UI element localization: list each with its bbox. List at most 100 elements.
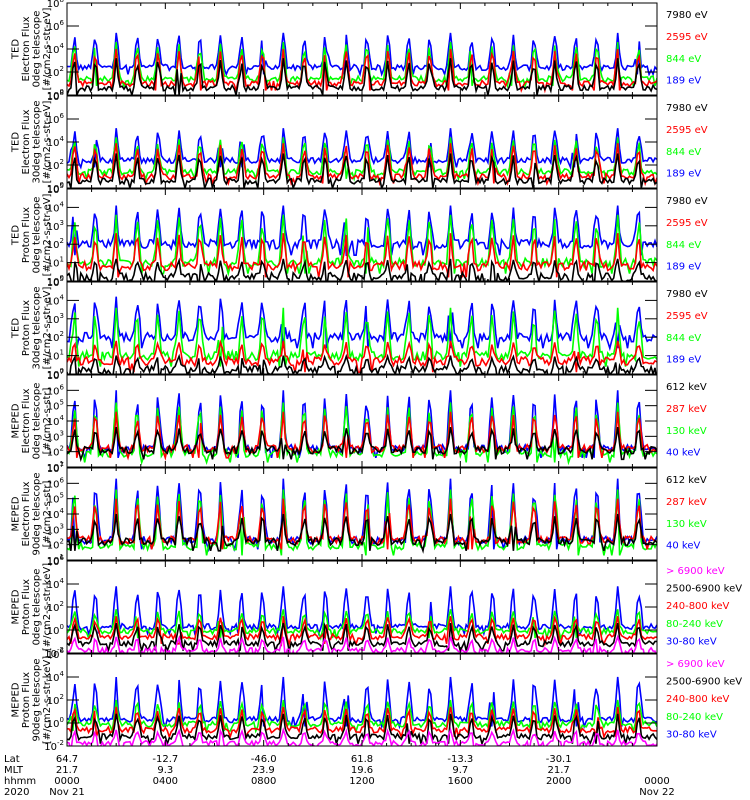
legend-entry: 240-800 keV <box>666 601 730 612</box>
legend-entry: 189 eV <box>666 262 701 273</box>
legend-entry: 240-800 keV <box>666 694 730 705</box>
legend-entry: 7980 eV <box>666 289 708 300</box>
legend-entry: 7980 eV <box>666 103 708 114</box>
y-axis-label: TEDProton Flux0deg telescope[#/cm2-s-str… <box>10 194 53 277</box>
legend-entry: 612 keV <box>666 475 707 486</box>
y-tick-label: 103 <box>47 429 64 443</box>
x-tick-value: -13.3 <box>447 754 473 765</box>
legend-entry: 612 keV <box>666 382 707 393</box>
y-tick-label: 103 <box>47 312 64 326</box>
legend-entry: 844 eV <box>666 54 701 65</box>
y-tick-label: 102 <box>47 158 64 172</box>
series-line-844-ev <box>67 307 657 367</box>
x-row-label: Lat <box>4 754 20 765</box>
legend-entry: > 6900 keV <box>666 566 725 577</box>
series-line-2595-ev <box>67 143 657 187</box>
y-tick-label: 105 <box>47 492 64 506</box>
y-tick-label: 104 <box>47 293 65 307</box>
legend-entry: 40 keV <box>666 541 700 552</box>
series-line-612-kev <box>67 426 657 463</box>
legend-entry: 40 keV <box>666 448 700 459</box>
y-tick-label: 101 <box>47 349 64 363</box>
x-tick-value: 23.9 <box>253 765 275 776</box>
y-tick-label: 104 <box>47 507 65 521</box>
legend-entry: 287 keV <box>666 497 707 508</box>
y-tick-label: 107 <box>47 461 64 475</box>
x-tick-value: 21.7 <box>548 765 570 776</box>
y-tick-label: 100 <box>47 181 64 195</box>
y-tick-label: 108 <box>47 0 64 10</box>
y-tick-label: 102 <box>47 330 64 344</box>
x-tick-value: 9.3 <box>157 765 173 776</box>
y-tick-label: 101 <box>47 460 64 474</box>
legend-entry: 189 eV <box>666 355 701 366</box>
y-tick-label: 104 <box>47 670 65 684</box>
y-tick-label: 10-2 <box>44 739 64 753</box>
y-axis-label: TEDElectron Flux0deg telescope[#/cm2-s-s… <box>10 8 53 91</box>
legend-entry: 80-240 keV <box>666 712 723 723</box>
y-axis-label: TEDProton Flux30deg telescope[#/cm2-s-st… <box>10 286 53 369</box>
series-line-189-ev <box>67 205 657 256</box>
legend-entry: 30-80 keV <box>666 730 717 741</box>
y-tick-label: 102 <box>47 600 64 614</box>
legend-entry: 2595 eV <box>666 125 708 136</box>
series-line-80-240-kev <box>67 699 657 735</box>
x-tick-value: -30.1 <box>546 754 572 765</box>
y-tick-label: 106 <box>47 383 65 397</box>
legend-entry: 130 keV <box>666 426 707 437</box>
legend-entry: 7980 eV <box>666 196 708 207</box>
y-tick-label: 105 <box>47 275 64 289</box>
series-line-189-ev <box>67 128 657 171</box>
x-tick-value: -46.0 <box>251 754 277 765</box>
y-axis-label: MEPEDElectron Flux0deg telescope[#/cm2-s… <box>10 383 53 460</box>
y-tick-label: 102 <box>47 445 64 459</box>
y-tick-label: 102 <box>47 538 64 552</box>
y-tick-label: 105 <box>47 399 64 413</box>
y-tick-label: 10-2 <box>44 646 64 660</box>
series-line-189-ev <box>67 32 657 78</box>
series-line-80-240-kev <box>67 609 657 642</box>
y-tick-label: 103 <box>47 522 64 536</box>
legend-entry: 2595 eV <box>666 218 708 229</box>
y-tick-label: 106 <box>47 476 65 490</box>
series-line-189-ev <box>67 296 657 352</box>
x-tick-value: Nov 21 <box>49 787 84 798</box>
y-tick-label: 100 <box>47 623 64 637</box>
legend-entry: 844 eV <box>666 333 701 344</box>
y-axis-label: MEPEDProton Flux0deg telescope[#/cm2-s-s… <box>10 563 53 651</box>
x-tick-value: 61.8 <box>351 754 373 765</box>
legend-entry: 287 keV <box>666 404 707 415</box>
y-tick-label: 104 <box>47 135 65 149</box>
y-tick-label: 100 <box>47 367 64 381</box>
series-line-2500-6900-kev <box>67 621 657 653</box>
y-tick-label: 103 <box>47 219 64 233</box>
x-tick-value: 21.7 <box>56 765 78 776</box>
x-tick-value: 19.6 <box>351 765 373 776</box>
y-tick-label: 108 <box>47 89 64 103</box>
series-line-2595-ev <box>67 48 657 94</box>
y-tick-label: 106 <box>47 647 65 661</box>
y-tick-label: 100 <box>47 88 64 102</box>
y-tick-label: 101 <box>47 553 64 567</box>
series-line-2595-ev <box>67 233 657 278</box>
x-tick-value: Nov 22 <box>639 787 674 798</box>
y-tick-label: 101 <box>47 256 64 270</box>
series-line-2595-ev <box>67 339 657 373</box>
y-tick-label: 106 <box>47 19 65 33</box>
legend-entry: 30-80 keV <box>666 637 717 648</box>
legend-entry: 844 eV <box>666 147 701 158</box>
legend-entry: 189 eV <box>666 76 701 87</box>
series-line-612-kev <box>67 513 657 554</box>
y-tick-label: 106 <box>47 554 65 568</box>
legend-entry: 2500-6900 keV <box>666 584 742 595</box>
legend-entry: 2595 eV <box>666 32 708 43</box>
y-tick-label: 102 <box>47 237 64 251</box>
legend-entry: 189 eV <box>666 169 701 180</box>
